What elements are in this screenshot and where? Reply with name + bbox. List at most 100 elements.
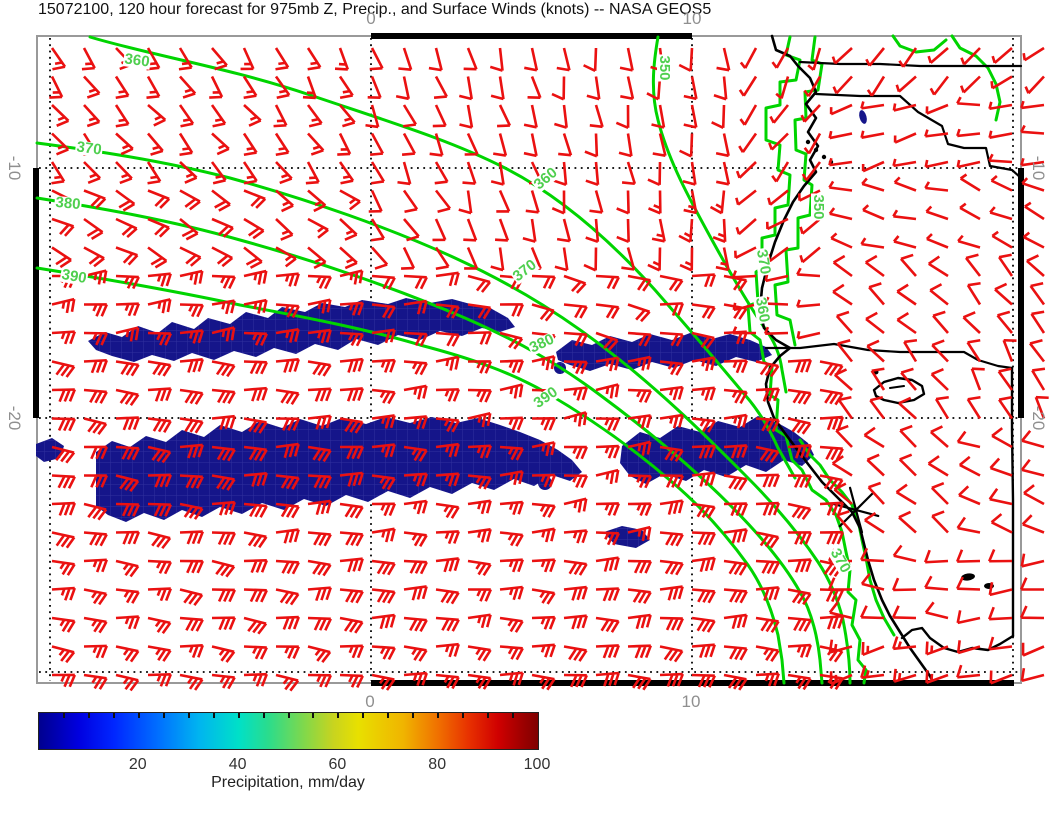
wind-barb [467, 331, 493, 345]
wind-barb [339, 387, 364, 402]
wind-barb [595, 356, 620, 372]
wind-barb [243, 502, 268, 518]
wind-barb [563, 474, 588, 489]
x-axis-tick-label-top: 10 [682, 9, 702, 28]
wind-barb [115, 559, 140, 578]
wind-barb [771, 161, 790, 183]
wind-barb [178, 104, 195, 128]
wind-barb [531, 588, 556, 605]
wind-barb [595, 502, 621, 516]
wind-barb [531, 558, 556, 573]
wind-barb [371, 246, 389, 270]
wind-barb [927, 47, 949, 64]
wind-barb [115, 416, 140, 431]
wind-barb [467, 388, 492, 403]
wind-barb [499, 645, 524, 661]
border-east-vertical [1010, 366, 1015, 638]
wind-barb [925, 233, 949, 249]
wind-barb [499, 558, 524, 573]
border-north-1 [798, 60, 1023, 68]
wind-barb [49, 75, 64, 99]
wind-barb [627, 355, 652, 371]
wind-barb [1021, 642, 1045, 657]
wind-barb [51, 417, 76, 432]
wind-barb [829, 671, 853, 686]
wind-barb [833, 482, 853, 506]
wind-barb [83, 474, 108, 488]
small-black-features [961, 573, 994, 589]
wind-barb [433, 75, 448, 99]
wind-barb [620, 76, 635, 101]
wind-barb [467, 613, 492, 629]
wind-barb [586, 76, 601, 101]
wind-barb [243, 386, 268, 402]
wind-barb [956, 576, 981, 591]
border-north-2 [814, 92, 1023, 180]
wind-barb [691, 303, 716, 320]
wind-barb [1021, 177, 1045, 192]
wind-barb [307, 559, 332, 577]
wind-barb [435, 303, 460, 319]
wind-barb [467, 474, 492, 490]
wind-barb [563, 585, 588, 601]
wind-barb [755, 645, 780, 662]
wind-barb [659, 672, 684, 687]
wind-barb [836, 339, 854, 363]
wind-barb [929, 75, 950, 96]
axis-border-bars [33, 33, 1024, 686]
wind-barb [242, 75, 258, 100]
wind-barb [732, 270, 757, 279]
wind-barb [243, 588, 268, 603]
wind-barb [211, 360, 236, 378]
wind-barb [928, 255, 949, 278]
wind-barb [179, 189, 201, 211]
wind-barb [51, 673, 76, 688]
wind-barb [796, 299, 821, 308]
wind-barb [990, 175, 1013, 192]
wind-barb [434, 161, 449, 185]
wind-barb [1023, 484, 1045, 506]
wind-barb [962, 311, 981, 334]
wind-barb [682, 161, 697, 186]
wind-barb [647, 247, 662, 272]
wind-barb [467, 645, 492, 662]
colorbar-caption: Precipitation, mm/day [211, 774, 365, 791]
wind-barb [371, 328, 396, 344]
wind-barb [210, 104, 227, 128]
wind-barb [459, 104, 474, 129]
wind-barb [275, 528, 300, 544]
wind-barb [1026, 254, 1045, 277]
wind-barb [211, 388, 236, 405]
wind-barb [463, 218, 478, 242]
wind-barb [898, 47, 918, 68]
wind-barb [678, 47, 694, 72]
wind-barb [585, 218, 600, 243]
wind-barb [765, 217, 789, 231]
wind-barb [966, 395, 982, 420]
wind-barb [627, 559, 652, 574]
wind-barb [735, 189, 757, 206]
wind-barb [616, 218, 630, 244]
wind-barb [956, 516, 981, 534]
wind-barb [828, 130, 853, 140]
wind-barb [83, 445, 108, 460]
wind-barb [432, 218, 447, 242]
wind-barb [467, 303, 492, 320]
wind-barb [803, 75, 822, 98]
wind-barb [771, 47, 790, 69]
wind-barb [966, 281, 982, 306]
wind-barb [787, 588, 812, 606]
wind-barb [892, 209, 917, 221]
wind-barb [1020, 605, 1045, 620]
x-axis-tick-label-bottom: 10 [681, 692, 701, 711]
wind-barb [819, 614, 844, 630]
wind-barb [307, 499, 332, 516]
wind-barb [958, 455, 981, 477]
wind-barb [832, 283, 853, 306]
wind-barb [1024, 75, 1045, 95]
wind-barb [831, 47, 853, 65]
wind-barb [531, 441, 556, 457]
wind-barb [467, 274, 492, 293]
wind-barb [401, 132, 416, 156]
colorbar-minor-tick [462, 713, 465, 718]
